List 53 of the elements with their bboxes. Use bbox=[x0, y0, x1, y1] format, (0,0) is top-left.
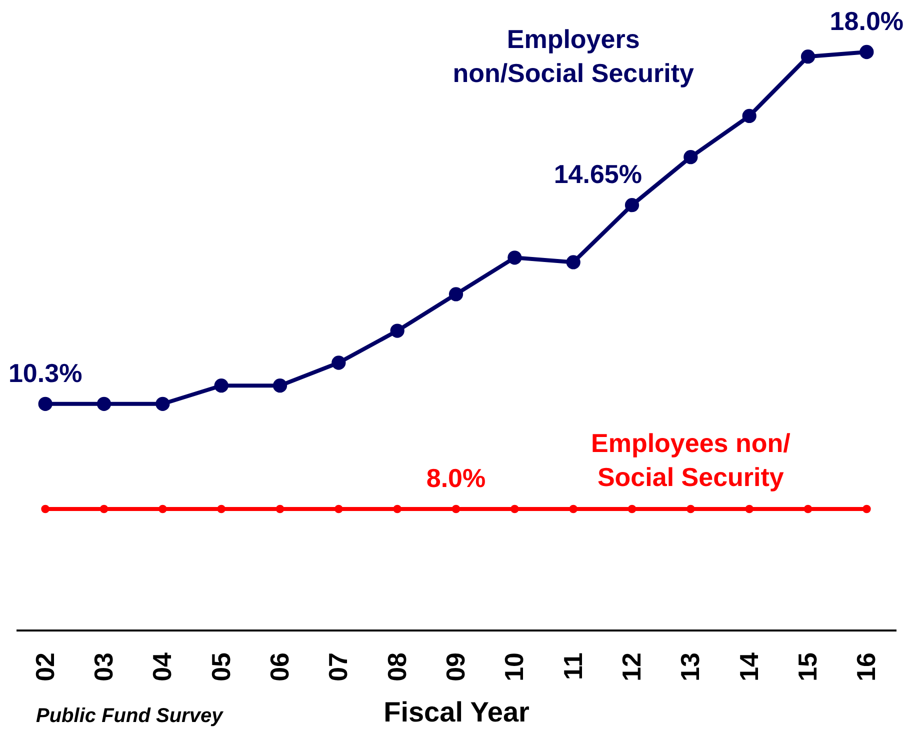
point bbox=[38, 396, 52, 411]
data-label: 18.0% bbox=[830, 6, 904, 36]
data-label: 10.3% bbox=[8, 358, 82, 388]
point bbox=[566, 255, 580, 270]
point bbox=[332, 356, 346, 370]
x-tick-label: 16 bbox=[851, 652, 882, 682]
point bbox=[393, 504, 402, 514]
x-tick-label: 02 bbox=[30, 652, 60, 682]
x-tick-label: 10 bbox=[499, 652, 530, 682]
point bbox=[217, 504, 226, 514]
point bbox=[96, 396, 112, 411]
x-tick-label: 05 bbox=[206, 652, 236, 682]
point bbox=[448, 287, 464, 302]
x-tick-label: 06 bbox=[264, 652, 294, 682]
point bbox=[804, 504, 812, 514]
x-tick-label: 12 bbox=[616, 652, 646, 682]
x-tick-label: 08 bbox=[382, 652, 412, 682]
x-tick-label: 11 bbox=[558, 652, 588, 680]
point bbox=[628, 504, 636, 514]
series-label: Employees non/ Social Security bbox=[590, 428, 790, 492]
point bbox=[272, 378, 288, 393]
x-axis-title: Fiscal Year bbox=[384, 696, 530, 728]
point bbox=[390, 324, 404, 338]
point bbox=[452, 504, 460, 514]
point bbox=[510, 504, 519, 514]
x-tick-label: 07 bbox=[323, 652, 354, 682]
point bbox=[508, 250, 522, 265]
point bbox=[624, 198, 640, 212]
point bbox=[860, 44, 874, 60]
point bbox=[156, 396, 170, 411]
point bbox=[862, 504, 871, 514]
point bbox=[334, 504, 343, 514]
point bbox=[569, 504, 578, 514]
x-tick-label: 13 bbox=[675, 652, 706, 682]
point bbox=[800, 50, 816, 64]
data-label: 8.0% bbox=[426, 463, 486, 493]
x-tick-label: 15 bbox=[792, 652, 822, 682]
point bbox=[100, 504, 108, 514]
point bbox=[41, 504, 50, 514]
point bbox=[686, 504, 695, 514]
x-tick-label: 03 bbox=[88, 652, 118, 682]
point bbox=[684, 150, 698, 164]
x-tick-label: 09 bbox=[440, 652, 470, 682]
data-label: 14.65% bbox=[554, 159, 642, 190]
point bbox=[742, 108, 756, 124]
point bbox=[214, 378, 228, 393]
point bbox=[276, 504, 284, 514]
x-tick-label: 04 bbox=[147, 652, 178, 682]
x-tick-label: 14 bbox=[734, 652, 764, 682]
text: Public Fund Survey bbox=[36, 705, 224, 727]
point bbox=[745, 504, 754, 514]
text: Employers non/Social Security bbox=[452, 24, 695, 88]
point bbox=[158, 504, 167, 514]
